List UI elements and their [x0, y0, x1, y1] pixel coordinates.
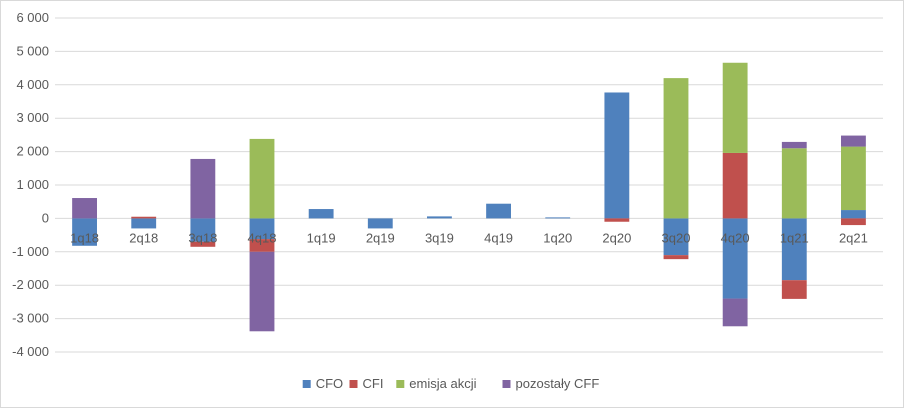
bar-segment — [249, 251, 275, 332]
legend-label: CFO — [316, 376, 343, 391]
y-tick-label: -4 000 — [12, 344, 49, 359]
x-tick-label: 3q20 — [662, 230, 691, 245]
bar-segment — [841, 135, 866, 147]
legend-item: CFI — [349, 376, 384, 391]
bar-segment — [427, 216, 452, 219]
bar-segment — [545, 217, 571, 219]
x-tick-label: 4q20 — [721, 230, 750, 245]
bar-segment — [486, 203, 511, 219]
y-tick-label: 3 000 — [16, 110, 49, 125]
x-tick-label: 2q21 — [839, 230, 868, 245]
bar-segment — [663, 255, 689, 260]
bar-segment — [367, 218, 393, 229]
bar-segment — [781, 141, 807, 149]
bar-segment — [190, 218, 216, 242]
x-tick-label: 4q18 — [248, 230, 277, 245]
x-tick-label: 4q19 — [484, 230, 513, 245]
bar-segment — [663, 218, 689, 256]
bar-segment — [72, 218, 97, 246]
legend-swatch — [302, 380, 311, 388]
y-tick-label: 5 000 — [16, 43, 49, 58]
y-tick-label: 6 000 — [16, 10, 49, 25]
legend-item: emisja akcji — [396, 376, 477, 391]
y-tick-label: 4 000 — [16, 77, 49, 92]
bar-segment — [604, 92, 630, 219]
x-tick-label: 2q20 — [602, 230, 631, 245]
x-tick-label: 3q18 — [188, 230, 217, 245]
bar-segment — [190, 158, 216, 219]
x-tick-label: 3q19 — [425, 230, 454, 245]
bar-segment — [781, 148, 807, 219]
bar-segment — [722, 298, 748, 327]
x-tick-label: 2q19 — [366, 230, 395, 245]
bar-segment — [72, 198, 97, 219]
y-tick-label: -1 000 — [12, 244, 49, 259]
legend: CFO CFI emisja akcji pozostały CFF — [302, 376, 600, 391]
bar-segment — [190, 241, 216, 247]
bar-segment — [131, 216, 157, 219]
bar-segment — [249, 239, 275, 252]
bar-segment — [249, 218, 275, 240]
y-tick-label: 0 — [42, 210, 49, 225]
bar-segment — [722, 62, 748, 153]
legend-label: emisja akcji — [409, 376, 476, 391]
legend-swatch — [396, 380, 405, 388]
legend-item: CFO — [302, 376, 343, 391]
x-tick-label: 1q20 — [543, 230, 572, 245]
bar-segment — [249, 138, 275, 219]
bars-layer — [72, 62, 866, 332]
x-tick-label: 1q19 — [307, 230, 336, 245]
bar-segment — [663, 78, 689, 219]
y-tick-label: -3 000 — [12, 311, 49, 326]
bar-segment — [722, 152, 748, 219]
y-tick-label: 1 000 — [16, 177, 49, 192]
legend-label: CFI — [363, 376, 384, 391]
bar-segment — [604, 218, 630, 222]
y-tick-label: 2 000 — [16, 144, 49, 159]
bar-segment — [131, 218, 157, 229]
grid-layer — [55, 17, 883, 353]
bar-segment — [722, 218, 748, 299]
legend-swatch — [502, 380, 511, 388]
x-tick-label: 2q18 — [129, 230, 158, 245]
legend-item: pozostały CFF — [502, 376, 600, 391]
bar-segment — [841, 146, 866, 211]
legend-label: pozostały CFF — [516, 376, 600, 391]
bar-segment — [841, 218, 866, 226]
x-tick-label: 1q21 — [780, 230, 809, 245]
x-tick-label: 1q18 — [70, 230, 99, 245]
y-tick-label: -2 000 — [12, 277, 49, 292]
axis-layer: -4 000 -3 000 -2 000 -1 000 0 1 000 2 000 3 000… — [12, 10, 868, 359]
bar-segment — [781, 280, 807, 299]
bar-segment — [841, 210, 866, 219]
bar-segment — [308, 209, 334, 219]
legend-swatch — [349, 380, 358, 388]
bar-segment — [781, 218, 807, 281]
